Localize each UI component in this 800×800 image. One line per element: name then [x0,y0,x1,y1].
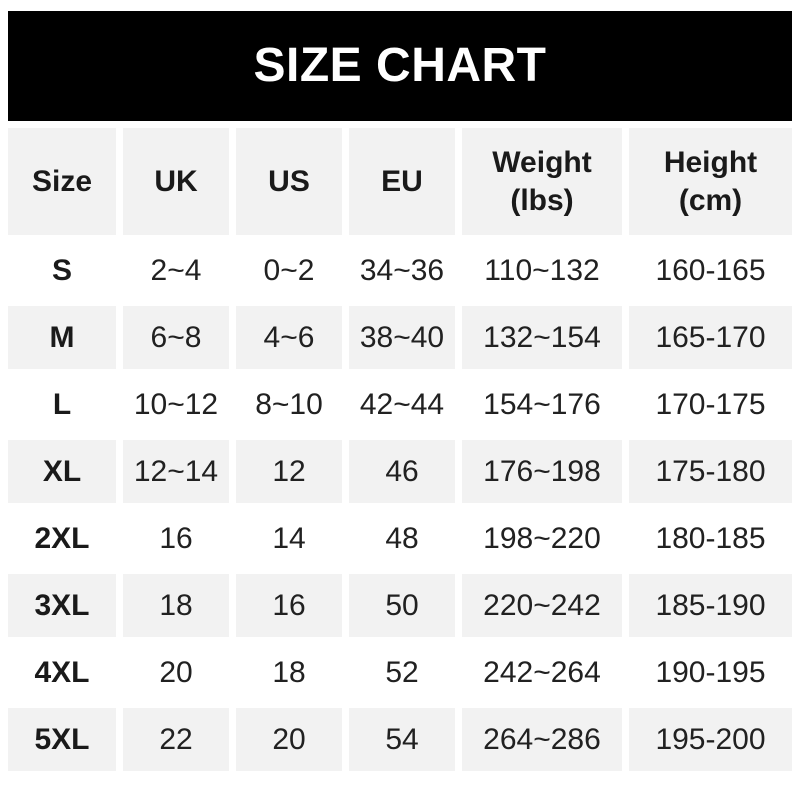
table-cell: 180-185 [629,507,792,570]
table-cell: 18 [123,574,229,637]
table-cell: 46 [349,440,455,503]
table-cell: 16 [123,507,229,570]
table-cell: 2~4 [123,239,229,302]
table-cell: 110~132 [462,239,622,302]
size-label-cell: XL [8,440,116,503]
table-cell: 20 [236,708,342,771]
column-header-text: (lbs) [510,183,574,217]
size-label-cell: L [8,373,116,436]
column-header-text: Height [663,146,758,179]
size-label-cell: M [8,306,116,369]
column-header-text: US [268,164,310,198]
size-label-cell: 3XL [8,574,116,637]
column-header-height-cm: Height (cm) [629,128,792,235]
page-title: SIZE CHART [253,39,547,92]
column-header-weight-lbs: Weight (lbs) [462,128,622,235]
table-row-4xl: 4XL 20 18 52 242~264 190-195 [8,641,792,704]
column-header-text: UK [154,164,198,198]
table-cell: 42~44 [349,373,455,436]
size-chart-banner: SIZE CHART [8,11,792,121]
table-row-2xl: 2XL 16 14 48 198~220 180-185 [8,507,792,570]
table-row-m: M 6~8 4~6 38~40 132~154 165-170 [8,306,792,369]
table-header-row: Size UK US EU Weight (lbs) Height (cm) [8,128,792,235]
table-cell: 242~264 [462,641,622,704]
table-cell: 38~40 [349,306,455,369]
table-cell: 50 [349,574,455,637]
table-cell: 48 [349,507,455,570]
table-cell: 54 [349,708,455,771]
table-cell: 10~12 [123,373,229,436]
table-cell: 195-200 [629,708,792,771]
table-cell: 264~286 [462,708,622,771]
column-header-size: Size [8,128,116,235]
size-label-cell: S [8,239,116,302]
table-cell: 12~14 [123,440,229,503]
column-header-text: EU [381,164,423,198]
size-label-cell: 5XL [8,708,116,771]
size-label-cell: 4XL [8,641,116,704]
table-row-5xl: 5XL 22 20 54 264~286 195-200 [8,708,792,771]
table-cell: 16 [236,574,342,637]
column-header-text: Weight [492,146,592,179]
table-cell: 4~6 [236,306,342,369]
size-chart-table: Size UK US EU Weight (lbs) Height (cm) S 2~4 0~2 3… [1,124,799,775]
table-cell: 165-170 [629,306,792,369]
table-row-xl: XL 12~14 12 46 176~198 175-180 [8,440,792,503]
table-cell: 132~154 [462,306,622,369]
table-cell: 8~10 [236,373,342,436]
table-cell: 185-190 [629,574,792,637]
column-header-uk: UK [123,128,229,235]
table-cell: 18 [236,641,342,704]
table-row-s: S 2~4 0~2 34~36 110~132 160-165 [8,239,792,302]
table-cell: 220~242 [462,574,622,637]
column-header-us: US [236,128,342,235]
size-label-cell: 2XL [8,507,116,570]
column-header-text: (cm) [678,183,743,217]
column-header-eu: EU [349,128,455,235]
table-body: S 2~4 0~2 34~36 110~132 160-165 M 6~8 4~6 38~40 13… [8,239,792,771]
table-row-3xl: 3XL 18 16 50 220~242 185-190 [8,574,792,637]
table-cell: 160-165 [629,239,792,302]
table-cell: 154~176 [462,373,622,436]
table-cell: 6~8 [123,306,229,369]
table-row-l: L 10~12 8~10 42~44 154~176 170-175 [8,373,792,436]
table-cell: 20 [123,641,229,704]
column-header-text: Size [31,164,93,198]
table-cell: 170-175 [629,373,792,436]
table-cell: 176~198 [462,440,622,503]
table-cell: 12 [236,440,342,503]
table-cell: 22 [123,708,229,771]
table-cell: 190-195 [629,641,792,704]
table-header: Size UK US EU Weight (lbs) Height (cm) [8,128,792,235]
table-cell: 52 [349,641,455,704]
table-cell: 175-180 [629,440,792,503]
table-cell: 0~2 [236,239,342,302]
table-cell: 14 [236,507,342,570]
table-cell: 198~220 [462,507,622,570]
table-cell: 34~36 [349,239,455,302]
